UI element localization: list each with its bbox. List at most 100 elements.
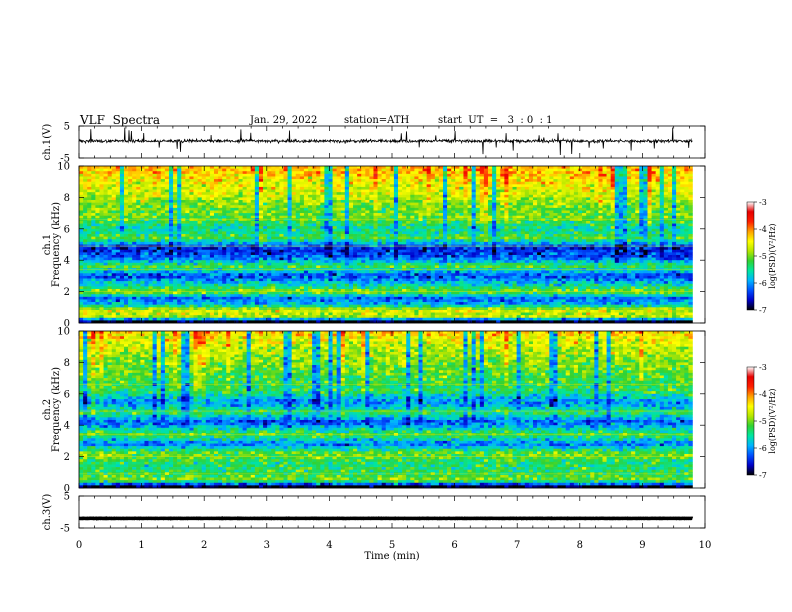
spectrogram-cell <box>153 195 157 198</box>
spectrogram-cell <box>541 184 545 187</box>
spectrogram-cell <box>206 197 210 200</box>
spectrogram-cell <box>594 166 598 169</box>
spectrogram-cell <box>283 179 287 182</box>
spectrogram-cell <box>169 197 173 200</box>
spectrogram-cell <box>161 182 165 185</box>
spectrogram-cell <box>177 171 181 174</box>
spectrogram-cell <box>198 184 202 187</box>
spectrogram-cell <box>656 171 660 174</box>
spectrogram-cell <box>349 184 353 187</box>
spectrogram-cell <box>279 184 283 187</box>
spectrogram-cell <box>124 176 128 179</box>
spectrogram-cell <box>149 171 153 174</box>
spectrogram-cell <box>406 200 410 203</box>
spectrogram-cell <box>521 176 525 179</box>
spectrogram-cell <box>83 182 87 185</box>
spectrogram-cell <box>414 197 418 200</box>
spectrogram-cell <box>157 174 161 177</box>
spectrogram-cell <box>525 182 529 185</box>
spectrogram-cell <box>623 190 627 193</box>
spectrogram-cell <box>189 192 193 195</box>
spectrogram-cell <box>140 176 144 179</box>
spectrogram-cell <box>394 187 398 190</box>
spectrogram-cell <box>574 179 578 182</box>
spectrogram-cell <box>676 169 680 172</box>
spectrogram-cell <box>132 197 136 200</box>
spectrogram-cell <box>447 190 451 193</box>
spectrogram-cell <box>267 176 271 179</box>
spectrogram-cell <box>459 190 463 193</box>
spectrogram-cell <box>680 195 684 198</box>
spectrogram-cell <box>418 166 422 169</box>
spectrogram-cell <box>607 171 611 174</box>
spectrogram-cell <box>594 182 598 185</box>
spectrogram-cell <box>590 169 594 172</box>
spectrogram-cell <box>91 184 95 187</box>
spectrogram-cell <box>300 200 304 203</box>
spectrogram-cell <box>525 176 529 179</box>
spectrogram-cell <box>108 195 112 198</box>
spectrogram-cell <box>423 184 427 187</box>
spectrogram-cell <box>169 190 173 193</box>
spectrogram-cell <box>688 174 692 177</box>
spectrogram-cell <box>361 187 365 190</box>
spectrogram-cell <box>108 166 112 169</box>
spectrogram-cell <box>623 195 627 198</box>
spectrogram-cell <box>672 176 676 179</box>
spectrogram-cell <box>124 187 128 190</box>
spectrogram-cell <box>488 192 492 195</box>
spectrogram-cell <box>185 174 189 177</box>
spectrogram-cell <box>582 166 586 169</box>
spectrogram-cell <box>472 197 476 200</box>
spectrogram-cell <box>414 166 418 169</box>
spectrogram-cell <box>292 197 296 200</box>
spectrogram-cell <box>128 187 132 190</box>
spectrogram-cell <box>132 182 136 185</box>
spectrogram-cell <box>365 192 369 195</box>
spectrogram-cell <box>492 166 496 169</box>
spectrogram-cell <box>382 197 386 200</box>
spectrogram-cell <box>173 174 177 177</box>
spectrogram-cell <box>378 187 382 190</box>
spectrogram-cell <box>594 179 598 182</box>
spectrogram-cell <box>345 174 349 177</box>
spectrogram-cell <box>472 169 476 172</box>
spectrogram-cell <box>206 179 210 182</box>
spectrogram-cell <box>185 184 189 187</box>
spectrogram-cell <box>312 182 316 185</box>
spectrogram-cell <box>316 200 320 203</box>
spectrogram-cell <box>275 169 279 172</box>
spectrogram-cell <box>132 200 136 203</box>
spectrogram-cell <box>427 187 431 190</box>
spectrogram-cell <box>398 200 402 203</box>
spectrogram-cell <box>517 192 521 195</box>
spectrogram-cell <box>226 166 230 169</box>
spectrogram-cell <box>251 174 255 177</box>
spectrogram-cell <box>607 176 611 179</box>
spectrogram-cell <box>230 190 234 193</box>
spectrogram-cell <box>402 195 406 198</box>
spectrogram-cell <box>112 200 116 203</box>
spectrogram-cell <box>586 166 590 169</box>
spectrogram-cell <box>194 171 198 174</box>
spectrogram-cell <box>459 182 463 185</box>
spectrogram-cell <box>349 176 353 179</box>
spectrogram-cell <box>566 174 570 177</box>
spectrogram-cell <box>533 190 537 193</box>
spectrogram-cell <box>562 192 566 195</box>
spectrogram-cell <box>545 192 549 195</box>
spectrogram-cell <box>476 166 480 169</box>
spectrogram-cell <box>173 176 177 179</box>
spectrogram-cell <box>300 182 304 185</box>
spectrogram-cell <box>161 179 165 182</box>
spectrogram-cell <box>623 192 627 195</box>
spectrogram-cell <box>91 182 95 185</box>
spectrogram-cell <box>500 174 504 177</box>
spectrogram-cell <box>365 174 369 177</box>
spectrogram-cell <box>390 176 394 179</box>
spectrogram-cell <box>488 195 492 198</box>
spectrogram-cell <box>324 184 328 187</box>
spectrogram-cell <box>153 192 157 195</box>
spectrogram-cell <box>619 176 623 179</box>
spectrogram-cell <box>492 176 496 179</box>
